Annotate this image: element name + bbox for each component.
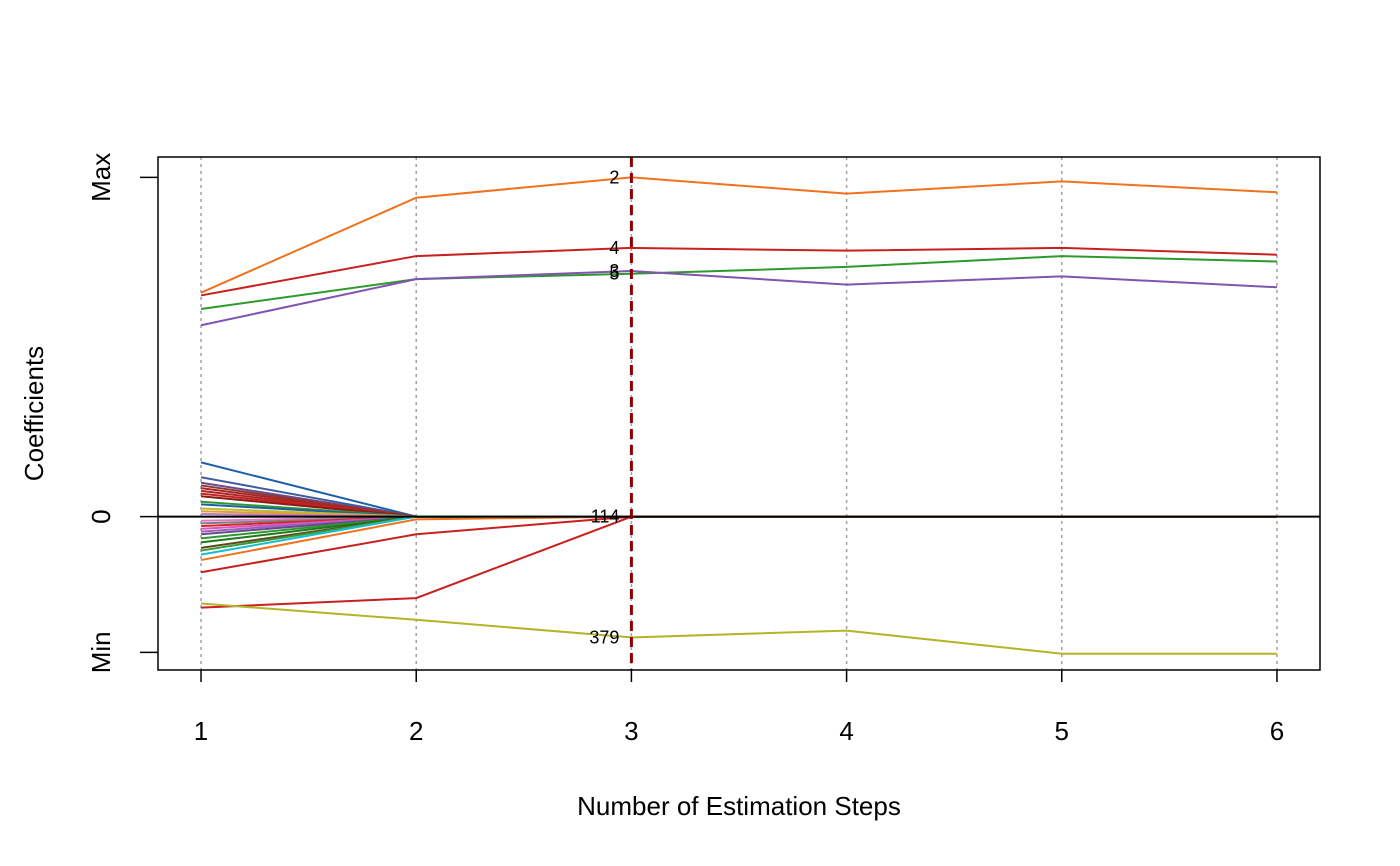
series-2 bbox=[200, 176, 1278, 294]
minor-coefficient-paths bbox=[200, 461, 1277, 609]
x-tick-label-5: 5 bbox=[1055, 716, 1069, 746]
series-4 bbox=[200, 246, 1277, 297]
vertical-gridlines bbox=[200, 157, 1278, 670]
series-5 bbox=[200, 255, 1277, 310]
series-label-379: 379 bbox=[589, 627, 619, 647]
x-tick-label-6: 6 bbox=[1270, 716, 1284, 746]
series-379 bbox=[200, 602, 1277, 655]
y-tick-label-2: 0 bbox=[86, 509, 116, 523]
x-axis-label: Number of Estimation Steps bbox=[577, 791, 901, 821]
series-labels: 2 4 53 114 379 bbox=[589, 167, 619, 647]
series-3 bbox=[200, 269, 1278, 327]
highlighted-coefficient-paths bbox=[200, 176, 1278, 655]
y-axis-label: Coefficients bbox=[19, 346, 49, 481]
x-tick-label-1: 1 bbox=[194, 716, 208, 746]
series-label-114: 114 bbox=[591, 507, 620, 527]
series-label-5: 5 bbox=[609, 264, 619, 284]
y-tick-label-1: Min bbox=[86, 631, 116, 673]
series-label-4: 4 bbox=[609, 238, 619, 258]
y-axis: Min 0 Max bbox=[86, 153, 158, 673]
x-axis: 1 2 3 4 5 6 bbox=[194, 670, 1284, 746]
y-tick-label-3: Max bbox=[86, 153, 116, 202]
x-tick-label-2: 2 bbox=[409, 716, 423, 746]
x-tick-label-4: 4 bbox=[839, 716, 853, 746]
plot-frame bbox=[157, 156, 1321, 671]
series-label-3: 3 bbox=[609, 261, 619, 281]
x-tick-label-3: 3 bbox=[624, 716, 638, 746]
series-label-2: 2 bbox=[609, 167, 619, 187]
